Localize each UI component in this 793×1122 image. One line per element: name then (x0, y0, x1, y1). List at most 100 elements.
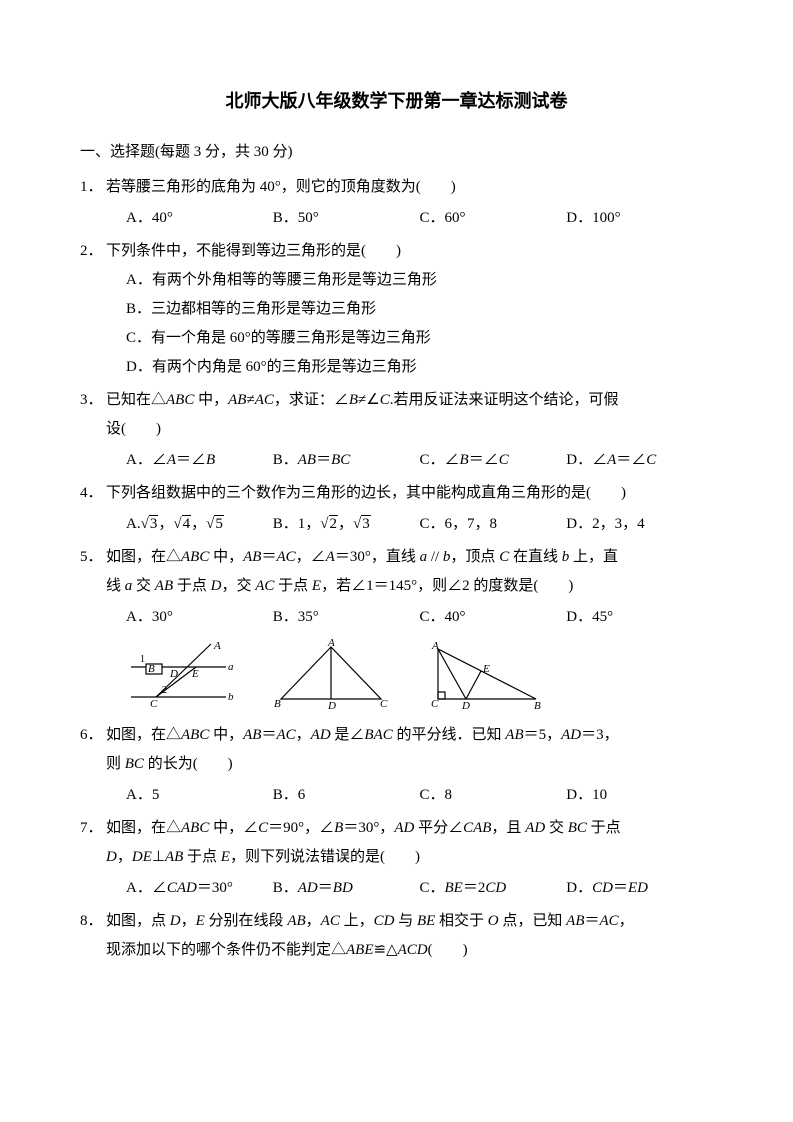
t: ABC (166, 392, 194, 408)
t: ＝2 (463, 880, 486, 896)
svg-text:C: C (431, 698, 439, 709)
t: 交 (545, 820, 568, 836)
figure-q6-svg: A B D C (266, 639, 396, 709)
svg-text:E: E (191, 668, 199, 680)
svg-text:B: B (148, 663, 155, 675)
q7-opt-d: D．CD＝ED (566, 875, 713, 902)
t: ＝ (613, 880, 628, 896)
t: // (427, 549, 443, 565)
svg-text:D: D (327, 700, 336, 709)
section-header: 一、选择题(每题 3 分，共 30 分) (80, 139, 713, 166)
t: ＝ (316, 452, 331, 468)
t: A (607, 452, 616, 468)
t: ABC (181, 727, 209, 743)
q7-text: 如图，在△ABC 中，∠C＝90°，∠B＝30°，AD 平分∠CAB，且 AD … (106, 815, 713, 842)
svg-text:a: a (228, 661, 234, 673)
t: 平分∠ (414, 820, 463, 836)
t: AB (228, 392, 246, 408)
q3-opt-b: B．AB＝BC (273, 447, 420, 474)
t: AB (155, 578, 173, 594)
t: CD (485, 880, 506, 896)
t: ＝3， (581, 727, 619, 743)
t: D．∠ (566, 452, 607, 468)
q1-opt-c: C．60° (420, 205, 567, 232)
t: ， (306, 913, 321, 929)
svg-text:B: B (534, 700, 541, 709)
q5-opt-d: D．45° (566, 604, 713, 631)
t: ，顶点 (450, 549, 499, 565)
t: ， (158, 516, 173, 532)
t: 是∠ (331, 727, 365, 743)
t: 4 (182, 515, 192, 532)
t: C． (420, 880, 445, 896)
t: BE (445, 880, 463, 896)
svg-text:D: D (461, 700, 470, 709)
t: C (380, 392, 390, 408)
t: DE (132, 849, 152, 865)
t: ≠ (246, 392, 254, 408)
q1-text: 若等腰三角形的底角为 40°，则它的顶角度数为( ) (106, 174, 713, 201)
t: 如图，点 (106, 913, 170, 929)
t: AB (243, 727, 261, 743)
t: BE (417, 913, 435, 929)
t: ，交 (221, 578, 255, 594)
q3-opt-a: A．∠A＝∠B (126, 447, 273, 474)
question-1: 1． 若等腰三角形的底角为 40°，则它的顶角度数为( ) A．40° B．50… (80, 174, 713, 232)
t: AC (276, 727, 295, 743)
svg-text:D: D (169, 668, 178, 680)
t: C (499, 549, 509, 565)
t: C (499, 452, 509, 468)
t: A (167, 452, 176, 468)
figure-q5-svg: A a b B D E C 1 2 (126, 639, 236, 709)
t: ， (338, 516, 353, 532)
t: B (206, 452, 215, 468)
t: ＝5， (524, 727, 562, 743)
q3-opt-d: D．∠A＝∠C (566, 447, 713, 474)
question-2: 2． 下列条件中，不能得到等边三角形的是( ) A．有两个外角相等的等腰三角形是… (80, 238, 713, 381)
t: 于点 (173, 578, 211, 594)
t: 的长为( ) (144, 756, 233, 772)
t: AB (243, 549, 261, 565)
t: O (488, 913, 499, 929)
q2-opt-c: C．有一个角是 60°的等腰三角形是等边三角形 (106, 325, 713, 352)
q5-num: 5． (80, 544, 106, 716)
q4-num: 4． (80, 480, 106, 538)
q1-opt-b: B．50° (273, 205, 420, 232)
q8-text2: 现添加以下的哪个条件仍不能判定△ABE≌△ACD( ) (106, 937, 713, 964)
t: AC (600, 913, 619, 929)
q5-line1: 如图，在△ABC 中，AB＝AC，∠A＝30°，直线 a // b，顶点 C 在… (106, 544, 713, 571)
t: 交 (132, 578, 155, 594)
t: CD (374, 913, 395, 929)
t: 在直线 (509, 549, 562, 565)
svg-text:A: A (213, 640, 221, 652)
t: C (646, 452, 656, 468)
t: ＝ (584, 913, 599, 929)
q8-num: 8． (80, 908, 106, 966)
t: ED (628, 880, 648, 896)
q3-text2: 设( ) (106, 416, 713, 443)
q4-opt-d: D．2，3，4 (566, 511, 713, 538)
q6-text2: 则 BC 的长为( ) (106, 751, 713, 778)
t: AD (525, 820, 545, 836)
q1-num: 1． (80, 174, 106, 232)
t: ACD (398, 942, 428, 958)
svg-text:b: b (228, 691, 234, 703)
q7-opt-a: A．∠CAD＝30° (126, 875, 273, 902)
figure-q5: A a b B D E C 1 2 (126, 639, 236, 712)
t: E (221, 849, 230, 865)
t: ，求证：∠ (274, 392, 349, 408)
q3-opt-c: C．∠B＝∠C (420, 447, 567, 474)
t: AB (505, 727, 523, 743)
t: ＝ (318, 880, 333, 896)
t: 3 (149, 515, 159, 532)
t: 于点 (274, 578, 312, 594)
question-7: 7． 如图，在△ABC 中，∠C＝90°，∠B＝30°，AD 平分∠CAB，且 … (80, 815, 713, 902)
t: AB (566, 913, 584, 929)
t: B (349, 392, 358, 408)
t: 现添加以下的哪个条件仍不能判定△ (106, 942, 346, 958)
t: D． (566, 880, 592, 896)
q5-opt-c: C．40° (420, 604, 567, 631)
figure-q6: A B D C (266, 639, 396, 712)
q7-opt-b: B．AD＝BD (273, 875, 420, 902)
svg-text:2: 2 (162, 685, 167, 696)
